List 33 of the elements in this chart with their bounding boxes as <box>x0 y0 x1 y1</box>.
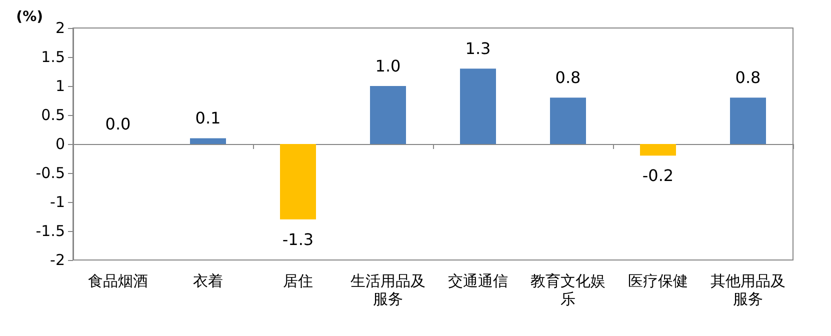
y-tick-label: -2 <box>50 251 65 269</box>
bar <box>280 144 316 220</box>
bar <box>190 138 226 144</box>
y-tick-label: 0 <box>55 135 65 153</box>
data-label: -1.3 <box>282 230 314 249</box>
x-tick-label: 交通通信 <box>448 272 508 290</box>
y-tick-label: -1 <box>50 193 65 211</box>
x-tick-label: 食品烟酒 <box>88 272 148 290</box>
bar <box>550 98 586 144</box>
bar <box>730 98 766 144</box>
y-tick-label: 0.5 <box>41 106 65 124</box>
x-tick-label: 居住 <box>283 272 313 290</box>
data-label: 1.3 <box>465 39 491 58</box>
bar <box>640 144 676 156</box>
x-tick-label: 其他用品及服务 <box>710 272 786 308</box>
bar <box>370 86 406 144</box>
y-axis-title: (%) <box>16 9 43 25</box>
y-tick-label: -1.5 <box>36 222 65 240</box>
data-label: 0.0 <box>105 114 131 134</box>
data-label: 0.8 <box>555 68 581 88</box>
data-label: -0.2 <box>642 166 674 186</box>
y-tick-label: 2 <box>55 19 65 37</box>
bar <box>460 68 496 144</box>
y-tick-label: 1.5 <box>41 48 65 66</box>
x-tick-label: 医疗保健 <box>628 272 688 290</box>
x-tick-label: 教育文化娱乐 <box>530 272 606 308</box>
data-label: 1.0 <box>375 56 401 76</box>
y-tick-label: 1 <box>55 77 65 95</box>
data-label: 0.1 <box>195 108 221 128</box>
x-tick-label: 衣着 <box>193 272 223 290</box>
x-tick-label: 生活用品及服务 <box>350 272 426 308</box>
y-tick-label: -0.5 <box>36 164 65 182</box>
data-label: 0.8 <box>735 68 761 88</box>
